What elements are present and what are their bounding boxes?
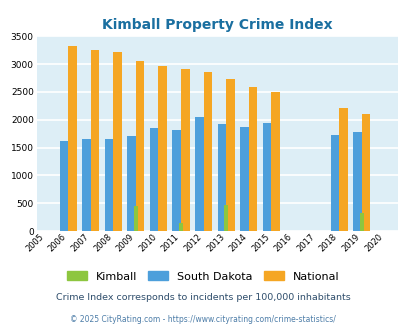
Bar [179, 223, 183, 231]
Title: Kimball Property Crime Index: Kimball Property Crime Index [102, 18, 332, 32]
Bar [359, 214, 363, 231]
Bar [113, 52, 121, 231]
Bar [224, 205, 228, 231]
Bar [352, 132, 361, 231]
Bar [158, 66, 167, 231]
Bar [226, 79, 234, 231]
Bar [330, 135, 338, 231]
Bar [133, 206, 138, 231]
Bar [60, 141, 68, 231]
Bar [361, 114, 369, 231]
Bar [181, 69, 189, 231]
Bar [217, 124, 226, 231]
Bar [104, 140, 113, 231]
Bar [127, 136, 136, 231]
Bar [68, 46, 77, 231]
Bar [338, 108, 347, 231]
Bar [82, 140, 91, 231]
Bar [203, 72, 212, 231]
Bar [194, 117, 203, 231]
Legend: Kimball, South Dakota, National: Kimball, South Dakota, National [67, 271, 338, 281]
Text: © 2025 CityRating.com - https://www.cityrating.com/crime-statistics/: © 2025 CityRating.com - https://www.city… [70, 315, 335, 324]
Text: Crime Index corresponds to incidents per 100,000 inhabitants: Crime Index corresponds to incidents per… [55, 292, 350, 302]
Bar [262, 122, 271, 231]
Bar [149, 128, 158, 231]
Bar [172, 130, 181, 231]
Bar [271, 92, 279, 231]
Bar [240, 127, 248, 231]
Bar [91, 50, 99, 231]
Bar [248, 87, 257, 231]
Bar [136, 61, 144, 231]
